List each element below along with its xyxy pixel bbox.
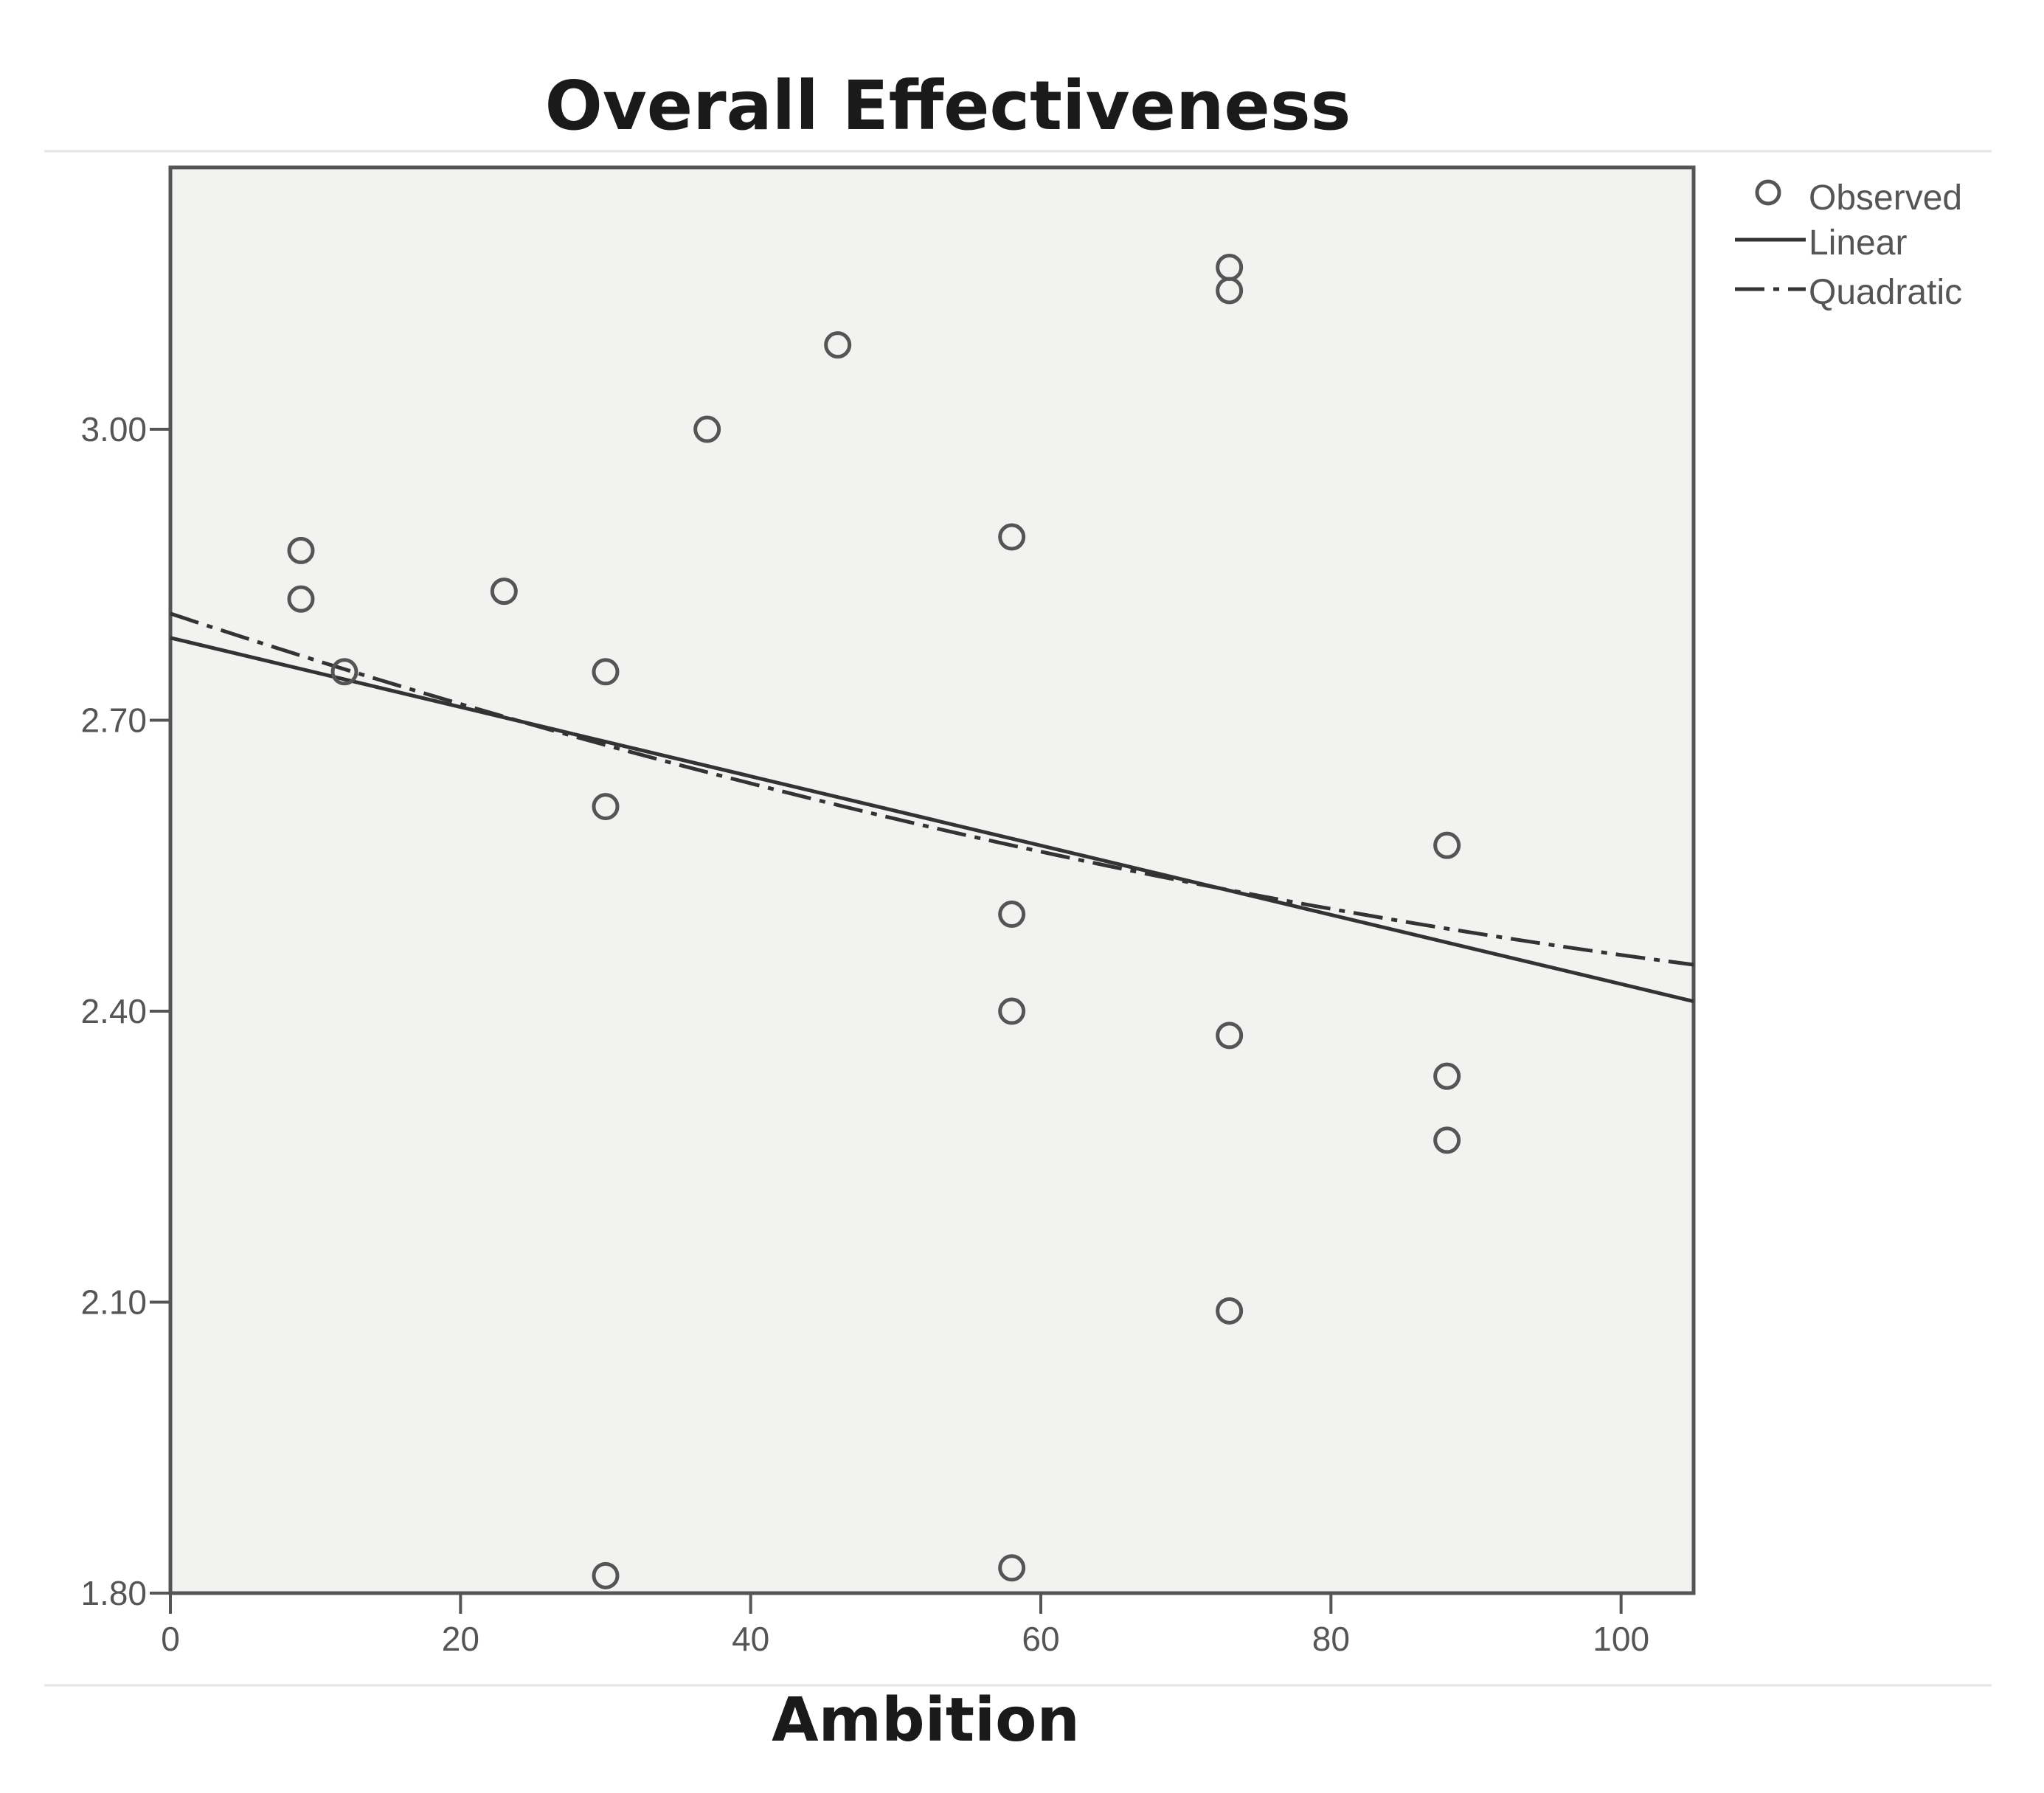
y-axis: 1.80 2.10 2.40 2.70 3.00 (80, 410, 170, 1612)
legend: Observed Linear Quadratic (1735, 178, 1962, 312)
y-tick-label: 3.00 (80, 410, 147, 448)
observed-point (592, 658, 620, 686)
observed-point (592, 793, 620, 821)
observed-point (1216, 1297, 1244, 1325)
x-tick-label: 80 (1312, 1620, 1350, 1658)
observed-point (1433, 1062, 1461, 1090)
legend-observed-marker (1755, 179, 1781, 206)
observed-point (998, 1554, 1026, 1582)
legend-observed-label: Observed (1809, 178, 1962, 218)
x-axis: 0 20 40 60 80 100 (161, 1593, 1649, 1658)
y-tick-label: 1.80 (80, 1574, 147, 1612)
legend-quadratic-label: Quadratic (1809, 273, 1962, 312)
observed-point (824, 331, 852, 359)
y-tick-label: 2.70 (80, 701, 147, 740)
x-axis-label: Ambition (772, 1685, 1080, 1755)
observed-point (490, 578, 518, 606)
plot-area (168, 165, 1696, 1595)
observed-point (998, 523, 1026, 551)
observed-point (998, 997, 1026, 1025)
legend-linear-label: Linear (1809, 223, 1907, 263)
y-tick-label: 2.40 (80, 992, 147, 1030)
x-tick-label: 40 (732, 1620, 769, 1658)
chart-title: Overall Effectiveness (545, 66, 1351, 145)
observed-point (1216, 1022, 1244, 1050)
x-tick-label: 20 (442, 1620, 479, 1658)
fit-lines (170, 611, 1694, 1004)
x-tick-label: 100 (1593, 1620, 1649, 1658)
x-tick-label: 60 (1022, 1620, 1059, 1658)
observed-point (287, 585, 315, 613)
observed-point (330, 658, 358, 686)
observed-point (1216, 277, 1244, 305)
observed-point (592, 1561, 620, 1589)
linear-fit-line (170, 636, 1694, 1004)
observed-point (998, 901, 1026, 929)
observed-points (287, 253, 1461, 1589)
y-tick-label: 2.10 (80, 1283, 147, 1322)
observed-point (1433, 831, 1461, 859)
quadratic-fit-line (170, 611, 1694, 967)
observed-point (287, 536, 315, 564)
observed-point (1433, 1126, 1461, 1154)
x-tick-label: 0 (161, 1620, 180, 1658)
observed-point (693, 415, 721, 443)
